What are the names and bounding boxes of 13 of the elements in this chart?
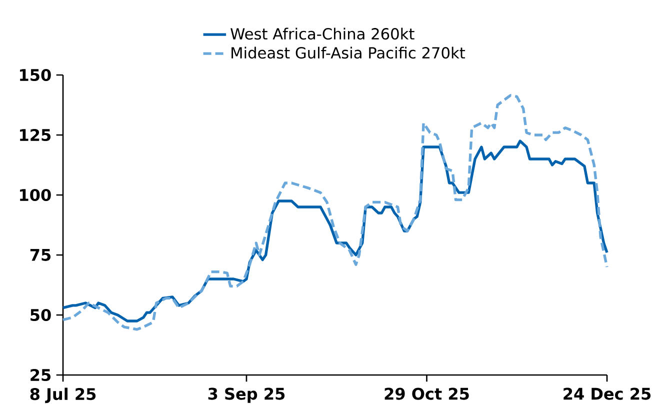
legend-label: West Africa-China 260kt (230, 28, 414, 40)
x-tick-label: 3 Sep 25 (208, 388, 285, 403)
y-tick-label: 100 (20, 188, 51, 202)
x-tick-label: 29 Oct 25 (384, 388, 469, 400)
y-tick-label: 50 (30, 308, 51, 322)
y-tick-label: 125 (20, 128, 51, 142)
x-tick-label: 24 Dec 25 (564, 388, 651, 400)
legend-label: Mideast Gulf-Asia Pacific 270kt (232, 46, 466, 59)
x-tick-label: 8 Jul 25 (30, 388, 96, 404)
line-series (62, 94, 608, 331)
y-tick-label: 75 (30, 249, 51, 261)
y-tick-label: 150 (20, 68, 51, 82)
y-tick-label: 25 (30, 368, 51, 382)
